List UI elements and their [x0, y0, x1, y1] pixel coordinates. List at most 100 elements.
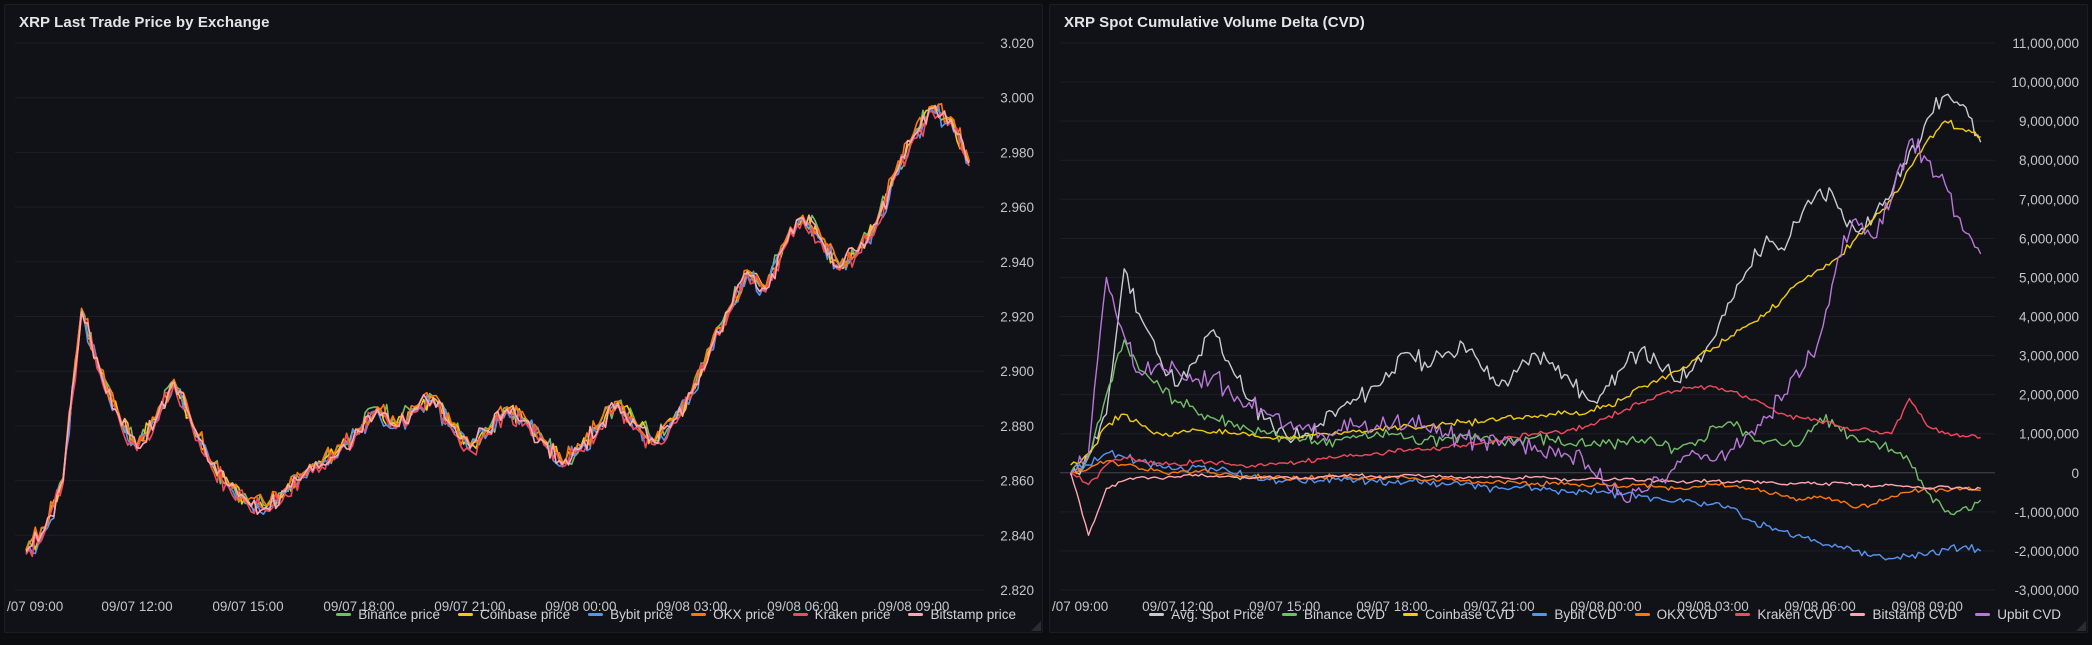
legend-item-kraken-cvd[interactable]: Kraken CVD — [1735, 607, 1832, 622]
legend-item-bitstamp-price[interactable]: Bitstamp price — [908, 607, 1016, 622]
legend-item-bybit-price[interactable]: Bybit price — [588, 607, 673, 622]
legend-item-okx-price[interactable]: OKX price — [691, 607, 775, 622]
legend-marker — [1532, 613, 1548, 616]
y-axis-tick-label: 2.880 — [1000, 419, 1034, 434]
y-axis-tick-label: 4,000,000 — [2019, 310, 2079, 325]
series-bitstamp-cvd — [1070, 472, 1981, 536]
series-bybit-price — [25, 103, 970, 555]
legend-item-upbit-cvd[interactable]: Upbit CVD — [1975, 607, 2061, 622]
legend-marker — [1975, 613, 1991, 616]
legend-label: OKX CVD — [1656, 607, 1718, 622]
y-axis-tick-label: 2.900 — [1000, 364, 1034, 379]
y-axis-tick-label: 3.000 — [1000, 91, 1034, 106]
cvd-chart-legend: Avg. Spot Price Binance CVD Coinbase CVD By… — [1050, 605, 2087, 632]
panel-title[interactable]: XRP Last Trade Price by Exchange — [19, 14, 270, 31]
legend-marker — [792, 613, 808, 616]
x-axis-tick-label: /07 09:00 — [1052, 599, 1108, 614]
legend-label: Upbit CVD — [1997, 607, 2061, 622]
y-axis-tick-label: 9,000,000 — [2019, 114, 2079, 129]
x-axis-tick-label: 09/07 21:00 — [434, 599, 505, 614]
legend-label: Coinbase price — [480, 607, 571, 622]
legend-marker — [336, 613, 352, 616]
y-axis-tick-label: -2,000,000 — [2014, 544, 2079, 559]
y-axis-tick-label: 2.960 — [1000, 200, 1034, 215]
legend-marker — [458, 613, 474, 616]
legend-label: Bitstamp CVD — [1872, 607, 1958, 622]
legend-item-binance-price[interactable]: Binance price — [336, 607, 440, 622]
y-axis-tick-label: 1,000,000 — [2019, 427, 2079, 442]
legend-marker — [1634, 613, 1650, 616]
series-kraken-cvd — [1070, 384, 1981, 486]
series-bitstamp-price — [25, 105, 970, 553]
panel-title[interactable]: XRP Spot Cumulative Volume Delta (CVD) — [1064, 14, 1365, 31]
x-axis-tick-label: 09/08 09:00 — [878, 599, 949, 614]
y-axis-tick-label: 8,000,000 — [2019, 153, 2079, 168]
x-axis-tick-label: 09/07 12:00 — [1142, 599, 1213, 614]
legend-item-coinbase-cvd[interactable]: Coinbase CVD — [1403, 607, 1514, 622]
y-axis-tick-label: 3.020 — [1000, 36, 1034, 51]
legend-label: Binance price — [358, 607, 441, 622]
x-axis-tick-label: 09/07 18:00 — [1356, 599, 1427, 614]
x-axis-tick-label: 09/07 15:00 — [1249, 599, 1320, 614]
series-binance-price — [25, 104, 970, 550]
legend-marker — [1735, 613, 1751, 616]
panel-xrp-price: XRP Last Trade Price by Exchange 3.020 3.… — [4, 4, 1043, 633]
x-axis-tick-label: 09/08 06:00 — [1784, 599, 1855, 614]
legend-marker — [1403, 613, 1419, 616]
series-avg-spot-price — [1070, 93, 1982, 476]
legend-label: Bybit price — [610, 607, 674, 622]
legend-label: OKX price — [713, 607, 775, 622]
series-upbit-cvd — [1070, 137, 1982, 504]
legend-marker — [1850, 613, 1866, 616]
y-axis-tick-label: 2.920 — [1000, 310, 1034, 325]
y-axis-tick-label: 0 — [2071, 466, 2079, 481]
legend-item-kraken-price[interactable]: Kraken price — [792, 607, 890, 622]
series-coinbase-price — [25, 106, 970, 551]
legend-label: Avg. Spot Price — [1171, 607, 1265, 622]
price-chart[interactable]: 3.020 3.000 2.980 2.960 2.940 2.920 2.900 2.880… — [5, 33, 1042, 614]
y-axis-tick-label: -3,000,000 — [2014, 583, 2079, 598]
chart-svg: 3.020 3.000 2.980 2.960 2.940 2.920 2.900 2.880… — [7, 36, 1034, 614]
y-axis-tick-label: 2.820 — [1000, 583, 1034, 598]
y-axis-tick-label: 2,000,000 — [2019, 388, 2079, 403]
panel-resize-handle[interactable] — [1031, 621, 1041, 631]
x-axis-tick-label: 09/07 12:00 — [101, 599, 172, 614]
y-axis-tick-label: -1,000,000 — [2014, 505, 2079, 520]
chart-svg: 11,000,000 10,000,000 9,000,000 8,000,000 7,… — [1052, 36, 2079, 614]
y-axis-tick-label: 10,000,000 — [2011, 75, 2079, 90]
panel-resize-handle[interactable] — [2076, 621, 2086, 631]
price-chart-legend: Binance price Coinbase price Bybit price OK… — [5, 605, 1042, 632]
legend-label: Coinbase CVD — [1425, 607, 1515, 622]
panel-xrp-cvd: XRP Spot Cumulative Volume Delta (CVD) 1… — [1049, 4, 2088, 633]
y-axis-tick-label: 5,000,000 — [2019, 270, 2079, 285]
x-axis-tick-label: 09/08 00:00 — [1570, 599, 1641, 614]
legend-marker — [908, 613, 924, 616]
y-axis-tick-label: 2.980 — [1000, 145, 1034, 160]
legend-item-avg-spot-price[interactable]: Avg. Spot Price — [1149, 607, 1264, 622]
x-axis-tick-label: 09/07 21:00 — [1463, 599, 1534, 614]
legend-label: Bybit CVD — [1554, 607, 1617, 622]
legend-item-binance-cvd[interactable]: Binance CVD — [1282, 607, 1385, 622]
legend-marker — [1149, 613, 1165, 616]
x-axis-tick-label: 09/08 03:00 — [1677, 599, 1748, 614]
cvd-chart[interactable]: 11,000,000 10,000,000 9,000,000 8,000,000 7,… — [1050, 33, 2087, 614]
x-axis-tick-label: /07 09:00 — [7, 599, 63, 614]
legend-label: Kraken CVD — [1757, 607, 1833, 622]
y-axis-tick-label: 11,000,000 — [2012, 36, 2079, 51]
x-axis-tick-label: 09/08 03:00 — [656, 599, 727, 614]
legend-item-okx-cvd[interactable]: OKX CVD — [1634, 607, 1718, 622]
legend-item-bybit-cvd[interactable]: Bybit CVD — [1532, 607, 1617, 622]
legend-item-coinbase-price[interactable]: Coinbase price — [458, 607, 570, 622]
y-axis-tick-label: 2.940 — [1000, 255, 1034, 270]
x-axis-tick-label: 09/07 18:00 — [323, 599, 394, 614]
y-axis-tick-label: 3,000,000 — [2019, 349, 2079, 364]
series-bybit-cvd — [1070, 449, 1982, 561]
legend-item-bitstamp-cvd[interactable]: Bitstamp CVD — [1850, 607, 1957, 622]
legend-label: Binance CVD — [1304, 607, 1386, 622]
y-axis-tick-label: 6,000,000 — [2019, 231, 2079, 246]
y-axis-tick-label: 2.860 — [1000, 474, 1034, 489]
y-axis-tick-label: 2.840 — [1000, 528, 1034, 543]
x-axis-tick-label: 09/07 15:00 — [212, 599, 283, 614]
